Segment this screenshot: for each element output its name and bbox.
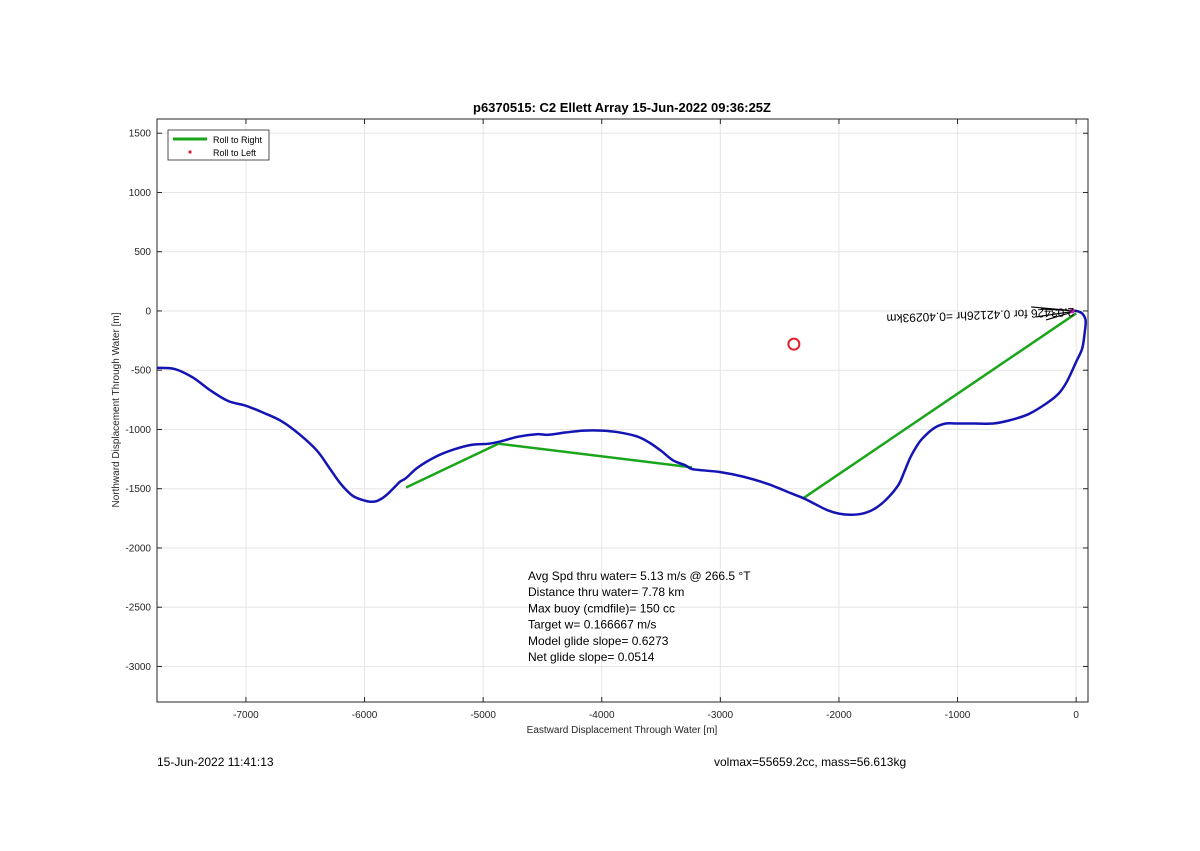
glider-track-line — [157, 309, 1087, 517]
legend-box — [167, 129, 270, 161]
x-tick-label: -2000 — [826, 710, 852, 721]
y-tick-label: -2000 — [125, 543, 151, 554]
footer-volmax: volmax=55659.2cc, mass=56.613kg — [714, 755, 907, 769]
track-annotation: 2.03426 for 0.42126hr =0.40293km — [886, 305, 1074, 326]
x-axis-label: Eastward Displacement Through Water [m] — [527, 725, 718, 736]
x-tick-label: -3000 — [708, 710, 734, 721]
x-tick-label: -6000 — [352, 710, 378, 721]
y-tick-label: 1000 — [129, 188, 152, 199]
legend-roll-left-swatch — [188, 150, 192, 154]
y-tick-label: -500 — [131, 366, 151, 377]
x-tick-label: 0 — [1073, 710, 1079, 721]
stat-line: Distance thru water= 7.78 km — [528, 585, 684, 599]
series-layer — [157, 309, 1087, 517]
y-axis-label: Northward Displacement Through Water [m] — [111, 312, 122, 507]
legend[interactable]: Roll to Right Roll to Left — [167, 129, 270, 161]
target-marker — [787, 337, 801, 351]
stat-line: Avg Spd thru water= 5.13 m/s @ 266.5 °T — [528, 569, 751, 583]
stat-line: Model glide slope= 0.6273 — [528, 634, 669, 648]
roll-right-segment — [405, 442, 500, 489]
y-tick-label: 0 — [145, 306, 151, 317]
y-tick-label: -1500 — [125, 484, 151, 495]
origin-point — [1069, 308, 1075, 314]
stat-line: Target w= 0.166667 m/s — [528, 618, 656, 632]
marker-layer — [787, 306, 1077, 351]
x-tick-label: -5000 — [470, 710, 496, 721]
y-tick-label: -3000 — [125, 662, 151, 673]
chart-title: p6370515: C2 Ellett Array 15-Jun-2022 09… — [473, 100, 771, 115]
stat-line: Net glide slope= 0.0514 — [528, 650, 655, 664]
y-tick-label: 1500 — [129, 129, 152, 140]
origin-arrow-cluster — [1031, 306, 1077, 321]
y-tick-label: 500 — [134, 247, 151, 258]
x-tick-label: -1000 — [945, 710, 971, 721]
x-tick-label: -4000 — [589, 710, 615, 721]
stat-line: Max buoy (cmdfile)= 150 cc — [528, 601, 675, 615]
footer-timestamp: 15-Jun-2022 11:41:13 — [157, 755, 274, 769]
y-tick-label: -2500 — [125, 603, 151, 614]
stats-block: Avg Spd thru water= 5.13 m/s @ 266.5 °T D… — [528, 569, 751, 664]
legend-roll-right-label: Roll to Right — [213, 135, 263, 145]
plot-frame — [156, 118, 1089, 703]
axis-ticks: -7000 -6000 -5000 -4000 -3000 -2000 -1000 01500… — [125, 119, 1088, 721]
legend-roll-left-label: Roll to Left — [213, 148, 257, 158]
y-tick-label: -1000 — [125, 425, 151, 436]
x-tick-label: -7000 — [233, 710, 259, 721]
roll-right-segment — [802, 312, 1077, 500]
roll-right-segment — [498, 442, 693, 469]
